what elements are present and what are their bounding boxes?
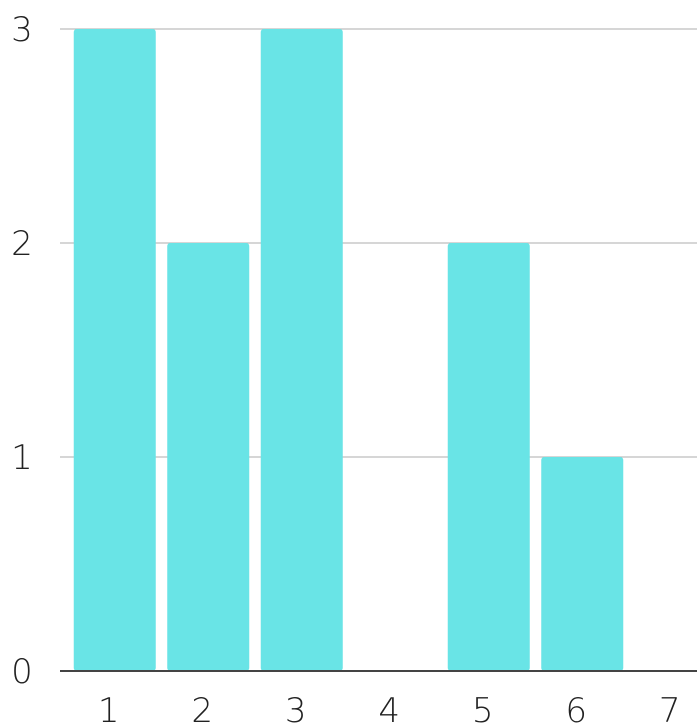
bar-6 — [541, 457, 624, 671]
x-tick-label-3: 3 — [285, 691, 307, 726]
bar-3 — [260, 29, 343, 671]
x-tick-label-4: 4 — [378, 691, 400, 726]
bar-5 — [447, 243, 530, 671]
x-tick-label-6: 6 — [565, 691, 587, 726]
x-tick-label-1: 1 — [98, 691, 120, 726]
y-tick-label-2: 2 — [11, 224, 33, 264]
x-tick-labels: 1 2 3 4 5 6 7 — [98, 691, 681, 726]
y-tick-label-0: 0 — [11, 652, 33, 692]
x-tick-label-2: 2 — [191, 691, 213, 726]
y-tick-label-3: 3 — [11, 10, 33, 50]
bars — [73, 29, 624, 671]
y-tick-labels: 0 1 2 3 — [11, 10, 33, 692]
x-tick-label-7: 7 — [659, 691, 681, 726]
y-tick-label-1: 1 — [11, 438, 33, 478]
bar-2 — [167, 243, 250, 671]
x-tick-label-5: 5 — [472, 691, 494, 726]
bar-1 — [73, 29, 156, 671]
